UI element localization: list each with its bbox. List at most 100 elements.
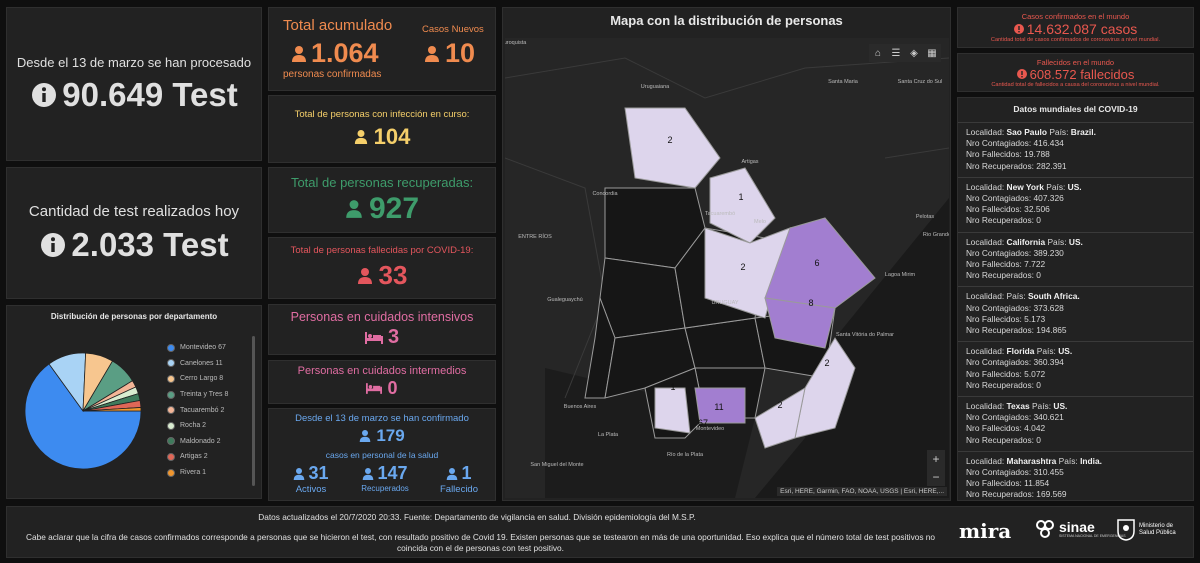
feed-location-line: Localidad: Florida País: US. (966, 346, 1073, 357)
sinae-logo-icon (1036, 520, 1054, 538)
intermediate-value: 0 (387, 378, 398, 398)
feed-location-line: Localidad: California País: US. (966, 236, 1083, 247)
map-toolbar: ⌂ ☰ ◈ ▦ (869, 44, 941, 62)
department-count[interactable]: 1 (738, 192, 743, 202)
legend-item[interactable]: Tacuarembó 2 (167, 402, 253, 418)
legend-label: Cerro Largo 8 (180, 375, 224, 383)
place-label: Concordia (592, 191, 618, 197)
legend-swatch (167, 468, 175, 477)
tests-today-value: 2.033 Test (71, 225, 229, 263)
zoom-out-button[interactable]: − (932, 470, 940, 484)
feed-stat-line: Nro Fallecidos: 19.788 (966, 149, 1050, 160)
place-label: Gualeguaychú (547, 297, 582, 303)
department-count[interactable]: 2 (667, 135, 672, 145)
place-label: Rio Grande (923, 232, 949, 238)
person-icon (360, 430, 371, 442)
legend-item[interactable]: Cerro Largo 8 (167, 371, 253, 387)
place-label: Buenos Aires (564, 404, 597, 410)
home-icon[interactable]: ⌂ (874, 47, 882, 59)
feed-stat-line: Nro Fallecidos: 5.072 (966, 368, 1046, 379)
legend-label: Canelones 11 (180, 359, 223, 367)
person-icon (292, 45, 306, 62)
person-icon (357, 267, 372, 284)
active-label: Total de personas con infección en curso… (294, 108, 470, 120)
sinae-logo-text: sinae (1059, 519, 1095, 535)
feed-item[interactable]: Localidad: País: South Africa. Nro Contag… (958, 287, 1193, 343)
department-count[interactable]: 2 (777, 400, 782, 410)
legend-item[interactable]: Montevideo 67 (167, 340, 253, 356)
feed-location-line: Localidad: Sao Paulo País: Brazil. (966, 127, 1096, 137)
legend-label: Tacuarembó 2 (180, 406, 225, 414)
alert-icon (1016, 69, 1027, 79)
place-label: Pelotas (916, 214, 935, 220)
map-view[interactable]: 2 1 2 6 8 2 1 11 2 67 Uruguaiana Santa Maria Santa … (505, 38, 949, 498)
pie-slice[interactable] (24, 363, 142, 470)
place-label: Santa Cruz do Sul (898, 79, 943, 85)
icu-value: 3 (387, 326, 400, 348)
legend-swatch (167, 343, 175, 352)
feed-list[interactable]: Localidad: Sao Paulo País: Brazil. Nro Co… (958, 123, 1193, 500)
feed-item[interactable]: Localidad: New York País: US. Nro Contagi… (958, 178, 1193, 233)
new-cases-value: 10 (445, 38, 476, 68)
legend-label: Rocha 2 (180, 422, 207, 430)
icu-label: Personas en cuidados intensivos (290, 310, 474, 324)
department-count[interactable]: 2 (824, 358, 829, 368)
feed-item[interactable]: Localidad: Florida País: US. Nro Contagia… (958, 342, 1193, 398)
feed-stat-line: Nro Contagiados: 340.621 (966, 412, 1064, 423)
basemap-grid-icon[interactable]: ▦ (927, 47, 937, 59)
place-label: Río de la Plata (667, 452, 704, 458)
department-count[interactable]: 2 (740, 262, 745, 272)
pie-legend: Montevideo 67 Canelones 11 Cerro Largo 8 Tr… (167, 340, 253, 480)
pie-title: Distribución de personas por departament… (50, 312, 218, 321)
world-deaths-label: Fallecidos en el mundo (1036, 57, 1115, 67)
icu-panel: Personas en cuidados intensivos 3 (268, 304, 496, 355)
department-count[interactable]: 11 (714, 402, 723, 412)
feed-item[interactable]: Localidad: California País: US. Nro Conta… (958, 233, 1193, 288)
place-label: Artigas (741, 159, 758, 165)
feed-item[interactable]: Localidad: Maharashtra País: India. Nro C… (958, 452, 1193, 500)
legend-item[interactable]: Rivera 1 (167, 465, 253, 481)
legend-item[interactable]: Maldonado 2 (167, 434, 253, 450)
feed-stat-line: Nro Fallecidos: 5.173 (966, 313, 1046, 324)
alert-icon (1013, 24, 1024, 34)
tests-processed-label: Desde el 13 de marzo se han procesado (16, 54, 252, 70)
department-count[interactable]: 67 (698, 418, 708, 428)
feed-stat-line: Nro Recuperados: 0 (966, 270, 1041, 281)
department-count[interactable]: 1 (670, 382, 675, 392)
legend-item[interactable]: Treinta y Tres 8 (167, 387, 253, 403)
place-label: Santa Vitória do Palmar (836, 332, 894, 338)
staff-label: Desde el 13 de marzo se han confirmado (295, 413, 469, 424)
pie-slice[interactable] (82, 407, 142, 412)
staff-recovered-label: Recuperados (361, 484, 409, 493)
intermediate-care-panel: Personas en cuidados intermedios 0 (268, 360, 496, 404)
legend-item[interactable]: Rocha 2 (167, 418, 253, 434)
deaths-value: 33 (378, 260, 408, 290)
department-count[interactable]: 8 (808, 298, 813, 308)
legend-item[interactable]: Canelones 11 (167, 356, 253, 372)
list-icon[interactable]: ☰ (891, 47, 901, 59)
legend-swatch (167, 437, 175, 446)
layers-icon[interactable]: ◈ (910, 47, 918, 59)
person-icon (425, 45, 439, 62)
deaths-label: Total de personas fallecidas por COVID-1… (290, 245, 474, 256)
dept-rivera (709, 167, 776, 244)
legend-swatch (167, 390, 175, 399)
zoom-in-button[interactable]: + (932, 452, 940, 466)
feed-stat-line: Nro Contagiados: 389.230 (966, 247, 1064, 258)
world-deaths-value: 608.572 fallecidos (1029, 66, 1135, 82)
total-label: Total acumulado (283, 17, 393, 34)
legend-label: Rivera 1 (180, 469, 207, 477)
legend-item[interactable]: Artigas 2 (167, 449, 253, 465)
legend-scrollbar[interactable] (252, 336, 255, 486)
feed-stat-line: Nro Recuperados: 0 (966, 379, 1041, 390)
feed-stat-line: Nro Contagiados: 360.394 (966, 357, 1064, 368)
staff-sub: casos en personal de la salud (325, 450, 439, 460)
msp-logo-text: Ministerio de Salud Pública (1139, 523, 1176, 536)
feed-item[interactable]: Localidad: Sao Paulo País: Brazil. Nro Co… (958, 123, 1193, 178)
feed-item[interactable]: Localidad: Texas País: US. Nro Contagiado… (958, 397, 1193, 452)
person-icon (354, 129, 367, 144)
feed-stat-line: Nro Fallecidos: 11.854 (966, 478, 1050, 489)
department-count[interactable]: 6 (814, 258, 819, 268)
staff-deceased-label: Fallecido (439, 484, 479, 495)
